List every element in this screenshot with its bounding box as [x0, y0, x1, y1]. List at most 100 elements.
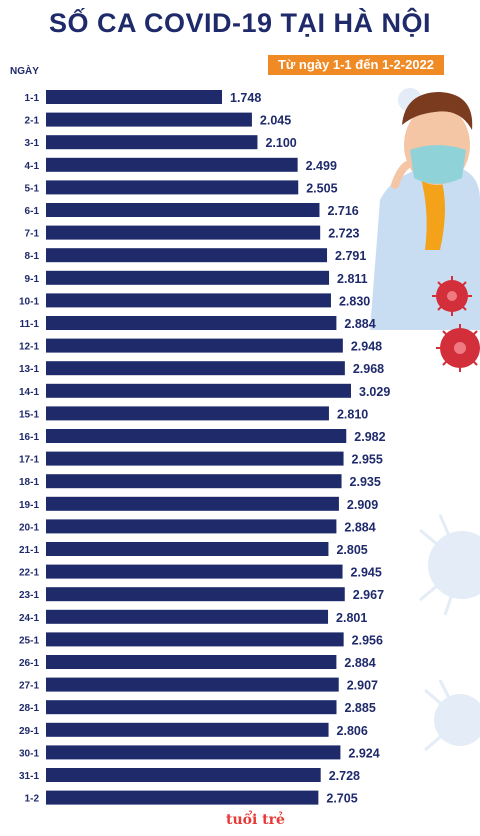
bar — [46, 406, 329, 421]
category-label: 29-1 — [19, 726, 39, 737]
category-label: 18-1 — [19, 477, 39, 488]
value-label: 2.967 — [353, 588, 384, 602]
category-label: 19-1 — [19, 500, 39, 511]
category-label: 31-1 — [19, 771, 39, 782]
bar — [46, 609, 329, 624]
value-label: 2.909 — [347, 498, 378, 512]
value-label: 2.805 — [336, 543, 367, 557]
value-label: 2.100 — [265, 136, 296, 150]
bar — [46, 338, 343, 353]
bar — [46, 564, 343, 579]
value-label: 2.499 — [306, 159, 337, 173]
category-label: 1-1 — [25, 93, 40, 104]
category-label: 27-1 — [19, 681, 39, 692]
category-label: 13-1 — [19, 364, 39, 375]
bar — [46, 112, 252, 127]
value-label: 2.982 — [354, 430, 385, 444]
value-label: 2.948 — [351, 340, 382, 354]
bar — [46, 632, 344, 647]
bar — [46, 316, 337, 330]
bar — [46, 248, 328, 263]
bar — [46, 700, 337, 715]
category-label: 3-1 — [25, 138, 40, 149]
tuoi-tre-logo: tuổi trẻ — [226, 812, 285, 828]
bar — [46, 293, 331, 308]
bar — [46, 587, 345, 602]
category-label: 30-1 — [19, 748, 39, 759]
value-label: 2.705 — [326, 792, 357, 806]
value-label: 2.907 — [347, 679, 378, 693]
category-label: 5-1 — [25, 183, 40, 194]
category-label: 8-1 — [25, 251, 40, 262]
category-label: 6-1 — [25, 206, 40, 217]
value-label: 2.924 — [348, 746, 379, 760]
bar — [46, 722, 329, 737]
bar — [46, 383, 351, 398]
value-label: 2.811 — [337, 272, 368, 286]
value-label: 2.884 — [344, 317, 375, 331]
category-label: 17-1 — [19, 455, 39, 466]
value-label: 2.945 — [351, 566, 382, 580]
value-label: 2.716 — [327, 204, 358, 218]
category-label: 4-1 — [25, 161, 40, 172]
bar — [46, 225, 321, 240]
value-label: 2.728 — [329, 769, 360, 783]
category-label: 1-2 — [25, 794, 40, 805]
category-label: 25-1 — [19, 635, 39, 646]
value-label: 2.723 — [328, 227, 359, 241]
bar — [46, 474, 342, 489]
value-label: 2.791 — [335, 249, 366, 263]
category-label: 20-1 — [19, 522, 39, 533]
bar — [46, 745, 341, 760]
chart-title: SỐ CA COVID-19 TẠI HÀ NỘI — [48, 8, 432, 38]
bar — [46, 496, 339, 511]
category-label: 9-1 — [25, 274, 40, 285]
bar — [46, 768, 321, 782]
category-label: 15-1 — [19, 409, 39, 420]
value-label: 2.955 — [352, 453, 383, 467]
value-label: 2.801 — [336, 611, 367, 625]
category-label: 14-1 — [19, 387, 39, 398]
category-label: 21-1 — [19, 545, 39, 556]
value-label: 1.748 — [230, 91, 261, 105]
category-label: 16-1 — [19, 432, 39, 443]
value-label: 2.806 — [337, 724, 368, 738]
value-label: 2.968 — [353, 362, 384, 376]
category-label: 10-1 — [19, 296, 39, 307]
category-label: 7-1 — [25, 229, 40, 240]
value-label: 2.884 — [344, 656, 375, 670]
bar — [46, 203, 320, 217]
category-label: 2-1 — [25, 116, 40, 127]
bar — [46, 361, 345, 376]
bar — [46, 135, 258, 150]
category-label: 28-1 — [19, 703, 39, 714]
bar — [46, 157, 298, 172]
value-label: 2.505 — [306, 181, 337, 195]
bar — [46, 519, 337, 534]
bar — [46, 451, 344, 466]
date-range-badge: Từ ngày 1-1 đến 1-2-2022 — [268, 55, 444, 75]
virus-spikes-light — [419, 514, 464, 752]
bar — [46, 677, 339, 692]
bar — [46, 270, 330, 285]
bar — [46, 790, 319, 805]
category-label: 24-1 — [19, 613, 39, 624]
bar — [46, 429, 347, 443]
category-label: 23-1 — [19, 590, 39, 601]
value-label: 2.884 — [344, 520, 375, 534]
red-virus-icon — [432, 276, 480, 372]
value-label: 2.810 — [337, 407, 368, 421]
value-label: 2.956 — [352, 633, 383, 647]
bar — [46, 542, 329, 556]
value-label: 2.830 — [339, 294, 370, 308]
value-label: 3.029 — [359, 385, 390, 399]
category-label: 12-1 — [19, 342, 39, 353]
category-label: 26-1 — [19, 658, 39, 669]
bar — [46, 655, 337, 669]
bar — [46, 90, 223, 104]
value-label: 2.045 — [260, 114, 291, 128]
bar — [46, 180, 299, 195]
y-axis-label: NGÀY — [10, 66, 39, 77]
